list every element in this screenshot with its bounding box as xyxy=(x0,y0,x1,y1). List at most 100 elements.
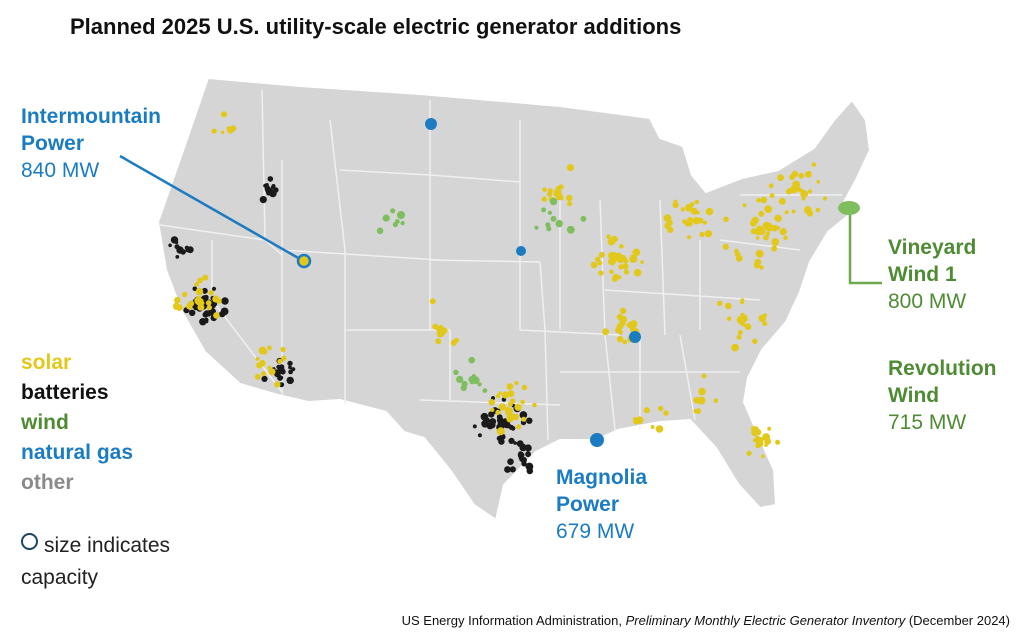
generator-dot xyxy=(273,187,279,193)
tennessee-gas-marker xyxy=(629,331,641,343)
generator-dot xyxy=(506,408,511,413)
generator-dot xyxy=(202,274,209,281)
generator-dot xyxy=(267,176,274,182)
generator-dot xyxy=(704,230,713,238)
generator-dot xyxy=(168,243,172,248)
generator-dot xyxy=(488,399,496,406)
generator-dot xyxy=(400,221,405,226)
generator-dot xyxy=(777,174,784,182)
generator-dot xyxy=(502,422,509,429)
generator-dot xyxy=(687,217,694,224)
generator-dot xyxy=(689,202,695,207)
legend-batteries: batteries xyxy=(21,381,109,404)
generator-dot xyxy=(490,407,495,412)
generator-dot xyxy=(762,197,767,202)
generator-dot xyxy=(734,251,741,258)
generator-dot xyxy=(621,309,626,314)
generator-dot xyxy=(740,313,745,318)
generator-dot xyxy=(701,373,707,379)
generator-dot xyxy=(195,287,204,296)
generator-dot xyxy=(521,461,527,467)
generator-dot xyxy=(483,417,490,424)
map-title: Planned 2025 U.S. utility-scale electric… xyxy=(70,14,682,39)
generator-dot xyxy=(521,416,527,422)
generator-dot xyxy=(767,426,772,431)
generator-dot xyxy=(629,255,638,263)
generator-dot xyxy=(755,443,761,449)
generator-dot xyxy=(514,380,519,386)
generator-dot xyxy=(477,433,482,438)
generator-dot xyxy=(495,409,501,415)
revolution-callout: Revolution Wind 715 MW xyxy=(888,355,997,436)
generator-dot xyxy=(472,424,477,429)
generator-dot xyxy=(580,215,587,222)
generator-dot xyxy=(566,225,575,234)
state-borders xyxy=(159,89,842,441)
generator-dot xyxy=(598,270,604,276)
generator-dot xyxy=(762,221,771,230)
generator-dot xyxy=(822,196,828,201)
generator-dot xyxy=(612,273,619,280)
generator-dot xyxy=(174,296,181,304)
generator-dot xyxy=(520,399,525,405)
generator-dot xyxy=(453,369,459,375)
generator-dot xyxy=(504,466,511,473)
generator-dot xyxy=(175,304,183,311)
generator-dot xyxy=(750,228,758,235)
generator-dot xyxy=(184,245,189,250)
generator-dot xyxy=(726,316,732,322)
vineyard-name-2: Wind 1 xyxy=(888,263,957,286)
generator-dot xyxy=(736,334,742,340)
generator-dot xyxy=(753,261,761,269)
generator-dot xyxy=(618,264,624,270)
intermountain-leader-line xyxy=(119,154,301,261)
generator-dot xyxy=(532,402,537,408)
source-suffix: (December 2024) xyxy=(905,613,1010,628)
generator-dot xyxy=(546,226,552,232)
generator-dot xyxy=(764,205,773,214)
generator-dot xyxy=(526,417,533,424)
generator-dot xyxy=(567,201,573,207)
generator-dot xyxy=(205,300,212,306)
generator-dot xyxy=(261,371,267,377)
generator-dot xyxy=(507,390,515,398)
legend-other: other xyxy=(21,471,74,494)
intermountain-marker xyxy=(296,253,312,269)
generator-dot xyxy=(771,238,780,246)
generator-dot xyxy=(737,330,743,335)
intermountain-callout: Intermountain Power 840 MW xyxy=(21,103,161,184)
generator-dot xyxy=(392,221,398,228)
generator-dot xyxy=(510,413,517,420)
source-prefix: US Energy Information Administration, xyxy=(401,613,626,628)
generator-dot xyxy=(211,286,217,291)
vineyard-capacity: 800 MW xyxy=(888,290,967,313)
generator-dot xyxy=(616,313,624,320)
generator-dot xyxy=(521,384,528,391)
generator-dot xyxy=(650,425,655,429)
legend-solar: solar xyxy=(21,351,72,374)
generator-dot xyxy=(279,366,285,372)
magnolia-marker xyxy=(590,433,604,447)
source-credit: US Energy Information Administration, Pr… xyxy=(402,613,1010,628)
generator-dot xyxy=(208,290,214,296)
generator-dot xyxy=(758,210,765,217)
generator-dot xyxy=(778,197,786,205)
generator-dot xyxy=(789,174,796,181)
generator-dot xyxy=(261,348,268,355)
generator-dot xyxy=(192,286,198,292)
generator-dot xyxy=(699,231,705,238)
generator-dot xyxy=(274,370,281,378)
generator-dot xyxy=(750,219,757,227)
generator-dot xyxy=(740,298,745,303)
intermountain-capacity: 840 MW xyxy=(21,159,100,182)
generator-dot xyxy=(212,295,220,303)
generator-dot xyxy=(664,222,671,229)
generator-dot xyxy=(763,313,767,317)
generator-dot xyxy=(508,437,515,444)
size-note-line2: capacity xyxy=(21,566,99,589)
generator-dot xyxy=(496,427,505,436)
generator-dot xyxy=(619,244,624,249)
iowa-gas-marker xyxy=(516,246,526,256)
generator-dot xyxy=(816,179,820,184)
